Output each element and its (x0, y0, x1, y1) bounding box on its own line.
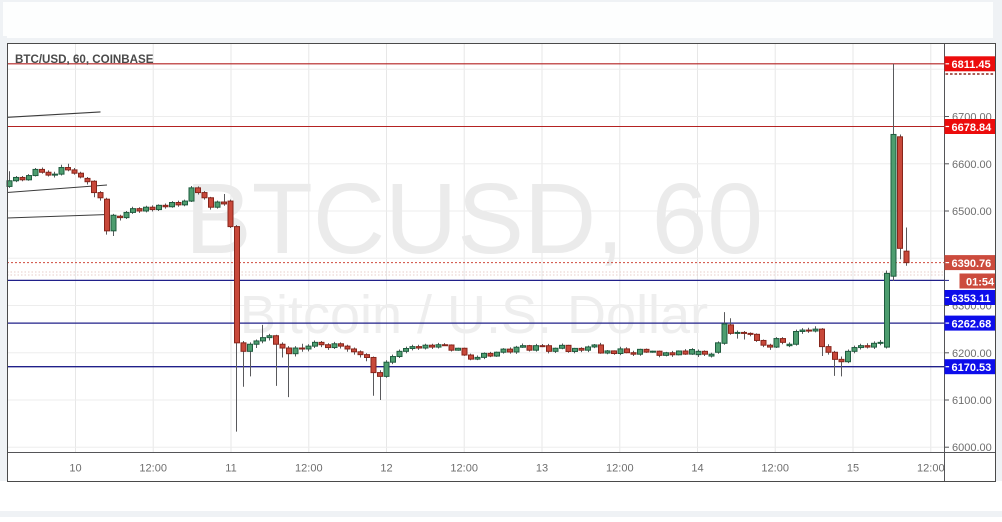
svg-text:Bitcoin / U.S. Dollar: Bitcoin / U.S. Dollar (240, 285, 708, 345)
svg-text:BTCUSD, 60: BTCUSD, 60 (185, 163, 763, 275)
svg-text:6170.53: 6170.53 (952, 362, 992, 374)
svg-text:12:00: 12:00 (606, 463, 634, 475)
svg-text:6390.76: 6390.76 (952, 258, 992, 270)
svg-text:6811.45: 6811.45 (952, 59, 991, 71)
svg-text:01:54: 01:54 (966, 276, 995, 288)
svg-text:12:00: 12:00 (450, 463, 478, 475)
svg-text:12:00: 12:00 (917, 463, 945, 475)
svg-text:14: 14 (691, 463, 703, 475)
svg-text:13: 13 (536, 463, 548, 475)
svg-text:6600.00: 6600.00 (952, 159, 992, 171)
svg-text:12:00: 12:00 (139, 463, 167, 475)
svg-text:10: 10 (69, 463, 81, 475)
svg-text:12:00: 12:00 (295, 463, 323, 475)
svg-text:6353.11: 6353.11 (952, 293, 991, 305)
svg-text:BTC/USD, 60, COINBASE: BTC/USD, 60, COINBASE (15, 53, 154, 66)
svg-text:6200.00: 6200.00 (952, 348, 992, 360)
svg-text:12: 12 (380, 463, 392, 475)
svg-text:12:00: 12:00 (761, 463, 789, 475)
svg-text:6678.84: 6678.84 (952, 122, 993, 134)
svg-text:15: 15 (847, 463, 859, 475)
svg-text:11: 11 (225, 463, 236, 475)
svg-text:6100.00: 6100.00 (952, 395, 992, 407)
svg-text:6262.68: 6262.68 (952, 318, 992, 330)
svg-text:6000.00: 6000.00 (952, 442, 992, 454)
svg-text:6500.00: 6500.00 (952, 206, 992, 218)
